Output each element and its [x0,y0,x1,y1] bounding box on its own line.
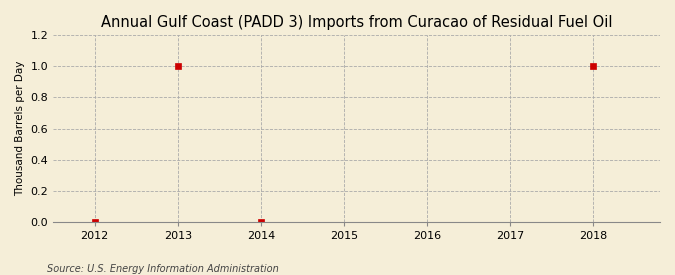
Text: Source: U.S. Energy Information Administration: Source: U.S. Energy Information Administ… [47,264,279,274]
Y-axis label: Thousand Barrels per Day: Thousand Barrels per Day [15,61,25,196]
Title: Annual Gulf Coast (PADD 3) Imports from Curacao of Residual Fuel Oil: Annual Gulf Coast (PADD 3) Imports from … [101,15,612,30]
